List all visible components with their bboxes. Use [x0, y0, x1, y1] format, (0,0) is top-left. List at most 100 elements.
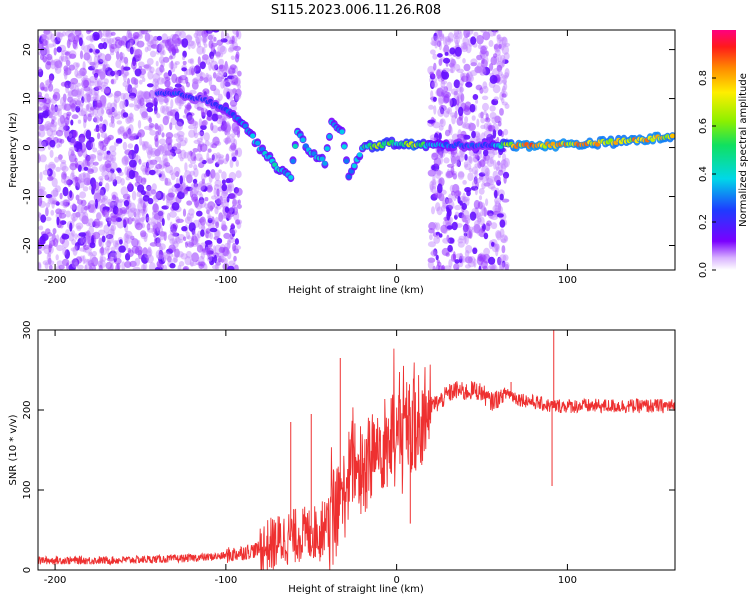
noise-speckle	[56, 216, 60, 226]
noise-speckle	[448, 259, 453, 268]
noise-speckle	[38, 154, 42, 164]
noise-speckle	[466, 189, 471, 197]
noise-speckle	[154, 105, 158, 115]
noise-speckle	[499, 219, 506, 228]
noise-speckle	[97, 132, 101, 140]
noise-speckle	[98, 181, 103, 187]
noise-speckle	[165, 132, 174, 139]
noise-speckle	[52, 94, 58, 100]
noise-speckle	[206, 157, 213, 164]
noise-speckle	[214, 179, 222, 187]
noise-speckle	[195, 64, 200, 71]
colorbar-tick-label: 0.0	[698, 262, 709, 278]
noise-speckle	[464, 264, 471, 269]
noise-speckle	[464, 163, 472, 170]
noise-speckle	[74, 82, 82, 87]
noise-speckle	[86, 93, 91, 103]
noise-speckle	[434, 168, 441, 179]
noise-speckle	[432, 192, 439, 198]
noise-speckle	[492, 55, 500, 65]
noise-speckle	[234, 264, 239, 270]
noise-speckle	[117, 168, 122, 174]
noise-speckle	[449, 184, 455, 193]
noise-speckle	[449, 47, 456, 55]
noise-speckle	[88, 96, 97, 102]
noise-speckle	[122, 112, 129, 118]
noise-speckle	[208, 76, 213, 87]
noise-speckle	[220, 191, 229, 198]
noise-speckle	[62, 199, 71, 208]
noise-speckle	[218, 246, 226, 253]
noise-speckle	[147, 34, 154, 45]
noise-speckle	[194, 121, 199, 129]
noise-speckle	[70, 138, 76, 146]
snr-x-tick-label: -200	[44, 575, 67, 586]
noise-speckle	[199, 216, 205, 223]
noise-speckle	[128, 95, 136, 101]
noise-speckle	[212, 72, 217, 79]
noise-speckle	[228, 185, 232, 194]
noise-speckle	[438, 233, 443, 238]
noise-speckle	[495, 247, 499, 257]
noise-speckle	[473, 31, 479, 37]
noise-speckle	[89, 61, 96, 66]
noise-speckle	[51, 119, 55, 125]
noise-speckle	[120, 186, 129, 196]
noise-speckle	[230, 223, 235, 228]
noise-speckle	[482, 85, 489, 94]
noise-speckle	[129, 46, 134, 55]
noise-speckle	[140, 264, 146, 270]
noise-speckle	[175, 171, 180, 178]
noise-speckle	[75, 62, 81, 68]
noise-speckle	[106, 150, 111, 156]
noise-speckle	[121, 261, 126, 270]
noise-speckle	[436, 206, 443, 216]
noise-speckle	[168, 61, 175, 69]
noise-speckle	[55, 31, 61, 39]
noise-speckle	[166, 212, 171, 221]
noise-speckle	[70, 103, 76, 112]
noise-speckle	[437, 183, 443, 194]
noise-speckle	[164, 178, 171, 186]
noise-speckle	[220, 80, 225, 89]
noise-speckle	[39, 124, 45, 132]
noise-speckle	[122, 92, 130, 102]
noise-speckle	[237, 84, 242, 90]
noise-speckle	[212, 136, 220, 146]
noise-speckle	[92, 93, 100, 101]
signal-point	[322, 161, 328, 166]
noise-speckle	[83, 44, 92, 55]
noise-speckle	[231, 75, 236, 83]
noise-speckle	[94, 188, 102, 199]
noise-speckle	[156, 254, 164, 260]
noise-speckle	[65, 59, 71, 67]
noise-speckle	[79, 191, 87, 199]
noise-speckle	[197, 131, 205, 136]
noise-speckle	[211, 195, 217, 200]
noise-speckle	[88, 65, 95, 71]
noise-speckle	[80, 237, 84, 245]
noise-speckle	[204, 203, 210, 209]
noise-speckle	[174, 111, 180, 121]
noise-speckle	[149, 159, 158, 165]
noise-speckle	[146, 185, 153, 193]
noise-speckle	[87, 202, 91, 210]
noise-speckle	[492, 84, 501, 94]
noise-speckle	[131, 77, 138, 85]
noise-speckle	[495, 161, 499, 172]
noise-speckle	[490, 56, 498, 66]
noise-speckle	[166, 196, 171, 203]
noise-speckle	[193, 182, 199, 188]
noise-speckle	[462, 180, 467, 185]
noise-speckle	[96, 211, 102, 221]
noise-speckle	[109, 252, 118, 260]
noise-speckle	[142, 141, 149, 150]
spectrogram-y-tick-label: -20	[22, 237, 33, 253]
noise-speckle	[83, 86, 91, 92]
noise-speckle	[98, 143, 103, 149]
noise-speckle	[427, 260, 434, 269]
noise-speckle	[100, 132, 108, 139]
noise-speckle	[159, 64, 165, 73]
noise-speckle	[176, 130, 185, 138]
noise-speckle	[215, 261, 221, 266]
